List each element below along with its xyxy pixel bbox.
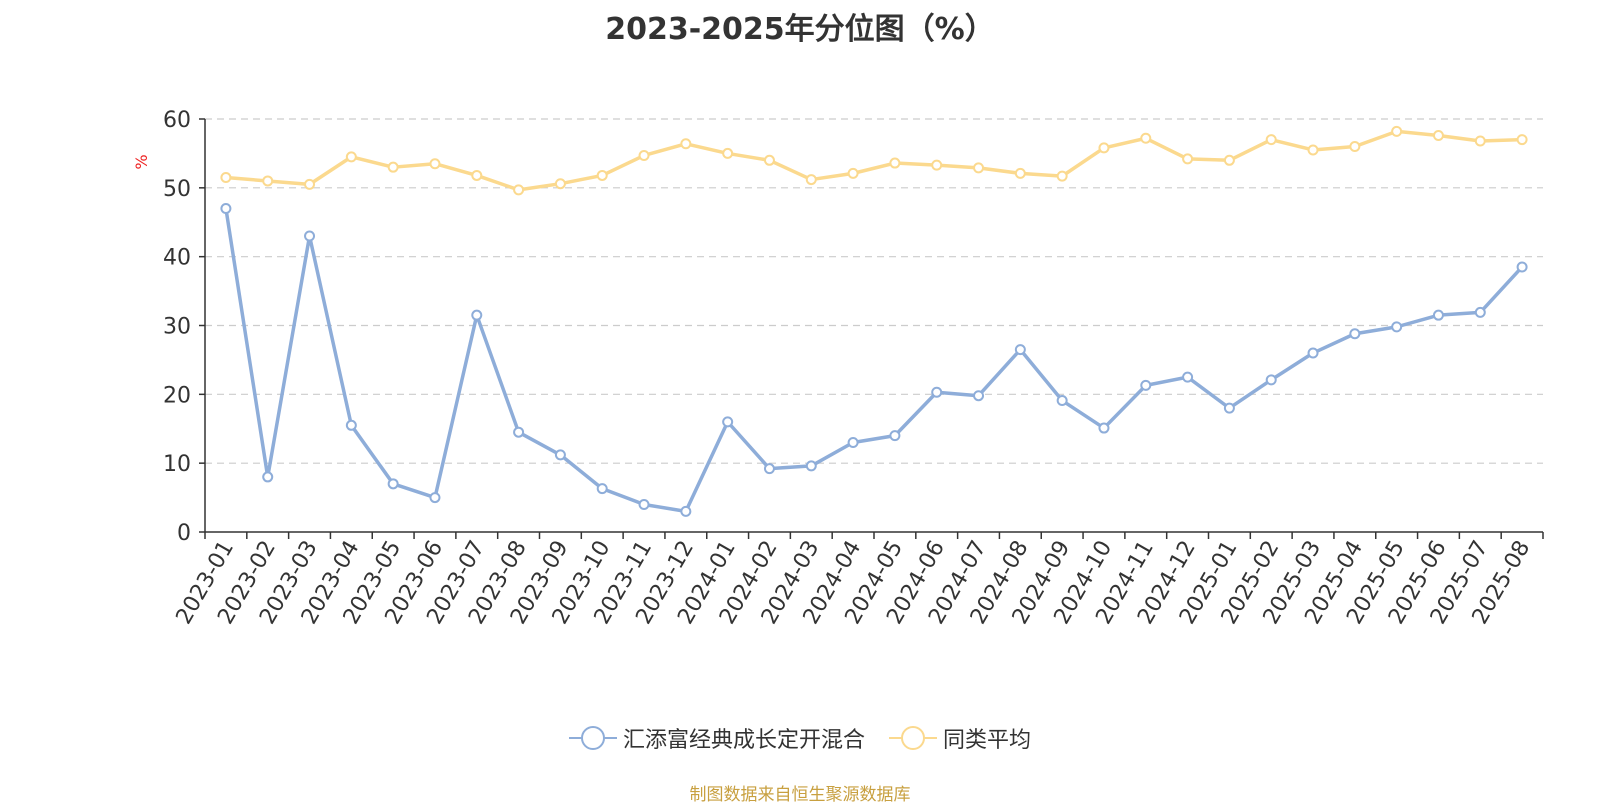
data-point-1 — [1307, 144, 1319, 156]
data-point-1 — [1140, 132, 1152, 144]
legend-marker-average — [889, 726, 937, 750]
data-point-0 — [1182, 371, 1194, 383]
data-point-0 — [931, 386, 943, 398]
data-point-1 — [680, 138, 692, 150]
legend: 汇添富经典成长定开混合 同类平均 — [0, 722, 1600, 754]
legend-item-average[interactable]: 同类平均 — [889, 722, 1031, 754]
data-point-0 — [722, 416, 734, 428]
data-point-1 — [220, 172, 232, 184]
y-tick-label: 40 — [163, 246, 191, 271]
data-point-1 — [554, 178, 566, 190]
data-source-note: 制图数据来自恒生聚源数据库 — [689, 785, 911, 805]
y-tick-label: 60 — [163, 108, 191, 133]
data-point-0 — [1516, 261, 1528, 273]
data-point-1 — [1098, 142, 1110, 154]
data-point-1 — [1265, 134, 1277, 146]
data-point-0 — [554, 449, 566, 461]
data-point-0 — [471, 309, 483, 321]
data-point-0 — [1014, 344, 1026, 356]
legend-label-fund: 汇添富经典成长定开混合 — [622, 728, 865, 753]
data-point-1 — [1349, 141, 1361, 153]
data-point-0 — [1307, 347, 1319, 359]
legend-label-average: 同类平均 — [943, 728, 1032, 753]
data-point-1 — [1432, 130, 1444, 142]
data-point-1 — [1391, 125, 1403, 137]
data-point-0 — [1474, 306, 1486, 318]
data-point-0 — [596, 483, 608, 495]
data-point-1 — [471, 169, 483, 181]
data-point-0 — [1098, 422, 1110, 434]
data-point-0 — [429, 492, 441, 504]
data-point-0 — [973, 390, 985, 402]
data-point-0 — [345, 419, 357, 431]
data-point-1 — [1223, 154, 1235, 166]
data-point-0 — [638, 498, 650, 510]
data-point-1 — [1474, 135, 1486, 147]
data-point-0 — [304, 230, 316, 242]
series-line-0 — [224, 208, 1524, 514]
data-point-1 — [638, 149, 650, 161]
data-point-1 — [805, 174, 817, 186]
data-point-1 — [387, 161, 399, 173]
data-point-1 — [722, 147, 734, 159]
data-point-0 — [763, 463, 775, 475]
legend-item-fund[interactable]: 汇添富经典成长定开混合 — [568, 722, 865, 754]
data-point-1 — [763, 154, 775, 166]
data-point-0 — [805, 460, 817, 472]
legend-marker-fund — [568, 726, 617, 750]
y-axis-label: % — [132, 154, 151, 169]
data-point-0 — [1265, 374, 1277, 386]
data-point-1 — [1056, 170, 1068, 182]
y-tick-label: 50 — [163, 177, 191, 202]
series-line-1 — [225, 129, 1523, 192]
data-point-1 — [345, 151, 357, 163]
data-point-1 — [889, 157, 901, 169]
y-tick-label: 20 — [163, 383, 191, 408]
data-point-1 — [513, 184, 525, 196]
data-point-1 — [1182, 153, 1194, 165]
data-point-0 — [513, 426, 525, 438]
data-point-0 — [1056, 395, 1068, 407]
data-point-0 — [1432, 309, 1444, 321]
data-point-1 — [847, 167, 859, 179]
data-point-1 — [931, 159, 943, 171]
y-tick-label: 30 — [163, 315, 191, 340]
chart-title: 2023-2025年分位图（%） — [605, 12, 995, 47]
y-tick-label: 10 — [163, 452, 191, 477]
data-point-0 — [262, 471, 274, 483]
data-point-0 — [387, 478, 399, 490]
data-point-0 — [1223, 402, 1235, 414]
data-point-1 — [429, 158, 441, 170]
data-point-0 — [220, 202, 232, 214]
data-point-0 — [889, 430, 901, 442]
data-point-0 — [680, 505, 692, 517]
y-tick-label: 0 — [177, 521, 191, 546]
data-point-0 — [1349, 328, 1361, 340]
data-point-1 — [973, 162, 985, 174]
data-point-1 — [596, 169, 608, 181]
data-point-0 — [1140, 379, 1152, 391]
data-point-0 — [1391, 321, 1403, 333]
data-point-1 — [262, 175, 274, 187]
data-point-1 — [1516, 134, 1528, 146]
data-point-0 — [847, 437, 859, 449]
data-point-1 — [1014, 167, 1026, 179]
data-point-1 — [304, 178, 316, 190]
